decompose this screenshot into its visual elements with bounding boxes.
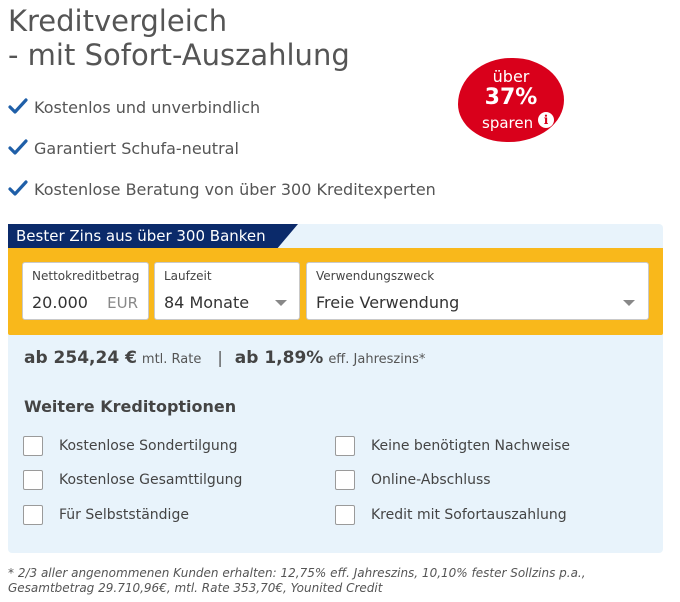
option-label: Kostenlose Sondertilgung — [59, 438, 238, 454]
option-label: Online-Abschluss — [371, 472, 491, 488]
feature-label: Kostenlose Beratung von über 300 Kredite… — [34, 179, 436, 199]
title-line-2: - mit Sofort-Auszahlung — [8, 38, 350, 72]
option-item[interactable]: Für Selbstständige — [23, 504, 189, 526]
option-label: Kostenlose Gesamttilgung — [59, 472, 243, 488]
term-select[interactable]: Laufzeit 84 Monate — [154, 262, 300, 320]
option-checkbox[interactable] — [335, 436, 355, 456]
page-title: Kreditvergleich - mit Sofort-Auszahlung — [8, 4, 350, 72]
purpose-value[interactable]: Freie Verwendung — [316, 293, 460, 312]
amount-label: Nettokreditbetrag — [32, 269, 140, 283]
best-rate-ribbon: Bester Zins aus über 300 Banken — [8, 224, 298, 248]
purpose-label: Verwendungszweck — [316, 269, 435, 283]
amount-value[interactable]: 20.000 — [32, 293, 88, 312]
option-checkbox[interactable] — [335, 505, 355, 525]
loan-input-bar: Nettokreditbetrag 20.000 EUR Laufzeit 84… — [8, 248, 663, 335]
checkmark-icon — [8, 138, 28, 158]
feature-item: Kostenlose Beratung von über 300 Kredite… — [8, 176, 436, 202]
checkmark-icon — [8, 179, 28, 199]
option-label: Kredit mit Sofortauszahlung — [371, 507, 567, 523]
amount-field[interactable]: Nettokreditbetrag 20.000 EUR — [22, 262, 149, 320]
badge-percent: 37% — [484, 85, 538, 110]
feature-item: Garantiert Schufa-neutral — [8, 135, 436, 161]
option-item[interactable]: Kostenlose Sondertilgung — [23, 435, 238, 457]
info-icon[interactable]: i — [538, 112, 554, 128]
footnote-line-2: Gesamtbetrag 29.710,96€, mtl. Rate 353,7… — [8, 581, 383, 595]
rate-summary: ab 254,24 € mtl. Rate | ab 1,89% eff. Ja… — [24, 348, 425, 368]
monthly-rate: ab 254,24 € — [24, 348, 137, 368]
option-item[interactable]: Kredit mit Sofortauszahlung — [335, 504, 567, 526]
loan-form-panel: Bester Zins aus über 300 Banken Nettokre… — [8, 224, 663, 553]
feature-label: Kostenlos und unverbindlich — [34, 97, 261, 117]
title-line-1: Kreditvergleich — [8, 4, 228, 38]
option-item[interactable]: Kostenlose Gesamttilgung — [23, 469, 242, 491]
rate-separator: | — [217, 348, 223, 367]
chevron-down-icon[interactable] — [275, 300, 287, 306]
monthly-rate-label: mtl. Rate — [141, 352, 202, 367]
option-checkbox[interactable] — [23, 505, 43, 525]
option-item[interactable]: Online-Abschluss — [335, 469, 491, 491]
apr-label: eff. Jahreszins* — [328, 352, 426, 367]
option-label: Für Selbstständige — [59, 507, 189, 523]
option-checkbox[interactable] — [23, 470, 43, 490]
apr-value: ab 1,89% — [234, 348, 324, 368]
term-label: Laufzeit — [164, 269, 212, 283]
footnote-line-1: * 2/3 aller angenommenen Kunden erhalten… — [8, 566, 586, 580]
purpose-select[interactable]: Verwendungszweck Freie Verwendung — [306, 262, 649, 320]
feature-label: Garantiert Schufa-neutral — [34, 138, 239, 158]
feature-item: Kostenlos und unverbindlich — [8, 94, 436, 120]
option-item[interactable]: Keine benötigten Nachweise — [335, 435, 570, 457]
chevron-down-icon[interactable] — [623, 300, 635, 306]
footnote: * 2/3 aller angenommenen Kunden erhalten… — [8, 566, 586, 596]
amount-unit: EUR — [107, 294, 138, 312]
badge-line-3: sparen — [482, 114, 534, 132]
option-checkbox[interactable] — [23, 436, 43, 456]
savings-badge: über 37% sparen i — [458, 58, 564, 142]
checkmark-icon — [8, 97, 28, 117]
option-label: Keine benötigten Nachweise — [371, 438, 571, 454]
option-checkbox[interactable] — [335, 470, 355, 490]
term-value[interactable]: 84 Monate — [164, 293, 250, 312]
feature-list: Kostenlos und unverbindlich Garantiert S… — [8, 94, 436, 217]
options-title: Weitere Kreditoptionen — [24, 397, 237, 416]
badge-line-1: über — [492, 67, 530, 86]
